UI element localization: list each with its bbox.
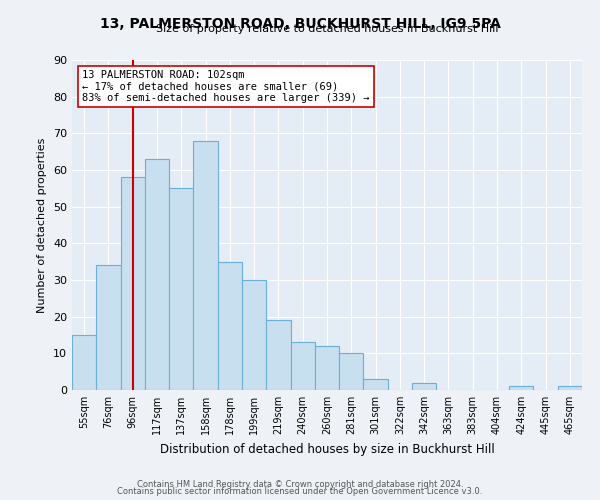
Text: 13, PALMERSTON ROAD, BUCKHURST HILL, IG9 5PA: 13, PALMERSTON ROAD, BUCKHURST HILL, IG9…	[100, 18, 500, 32]
Text: Contains HM Land Registry data © Crown copyright and database right 2024.: Contains HM Land Registry data © Crown c…	[137, 480, 463, 489]
Text: Contains public sector information licensed under the Open Government Licence v3: Contains public sector information licen…	[118, 488, 482, 496]
Bar	[169, 188, 193, 390]
Bar	[339, 354, 364, 390]
Text: 13 PALMERSTON ROAD: 102sqm
← 17% of detached houses are smaller (69)
83% of semi: 13 PALMERSTON ROAD: 102sqm ← 17% of deta…	[82, 70, 370, 103]
X-axis label: Distribution of detached houses by size in Buckhurst Hill: Distribution of detached houses by size …	[160, 442, 494, 456]
Bar	[315, 346, 339, 390]
Bar	[558, 386, 582, 390]
Bar	[72, 335, 96, 390]
Y-axis label: Number of detached properties: Number of detached properties	[37, 138, 47, 312]
Bar	[266, 320, 290, 390]
Bar	[145, 159, 169, 390]
Bar	[242, 280, 266, 390]
Title: Size of property relative to detached houses in Buckhurst Hill: Size of property relative to detached ho…	[156, 24, 498, 34]
Bar	[218, 262, 242, 390]
Bar	[290, 342, 315, 390]
Bar	[509, 386, 533, 390]
Bar	[96, 266, 121, 390]
Bar	[364, 379, 388, 390]
Bar	[412, 382, 436, 390]
Bar	[193, 140, 218, 390]
Bar	[121, 178, 145, 390]
